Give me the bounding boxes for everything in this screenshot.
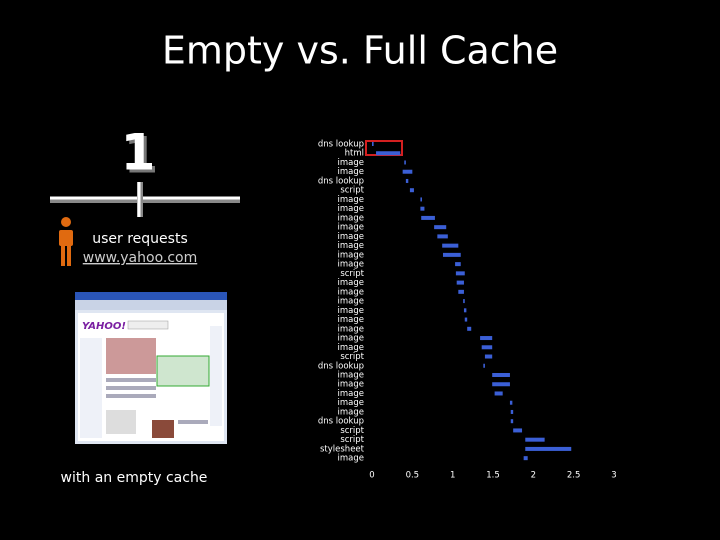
bar [434,225,447,230]
bar [409,188,414,193]
bar [484,354,493,359]
bar [442,243,459,248]
link[interactable]: www.yahoo.com [83,250,198,266]
row-label: image [338,204,364,214]
row-label: dns lookup [318,176,364,186]
caption: user requests [92,231,188,247]
step-number: 1 [121,124,156,182]
bar [494,391,503,396]
row-label: image [338,297,364,307]
bar [455,271,465,276]
bar [463,299,465,304]
step-shadow: 1 [124,127,159,185]
svg-text:YAHOO!: YAHOO! [82,321,126,332]
bar [405,178,409,183]
row-label: image [338,398,364,408]
row-label: image [338,287,364,297]
row-label: html [345,149,364,159]
bar [442,252,461,257]
row-label: script [340,269,364,279]
x-tick-label: 1 [450,471,455,481]
row-label: dns lookup [318,417,364,427]
bar [492,382,510,387]
row-label: image [338,195,364,205]
bar [492,373,510,377]
row-label: script [340,352,364,362]
footer: with an empty cache [61,470,208,486]
bar [467,326,472,331]
bar [437,234,448,239]
bar [510,409,514,414]
bar [402,169,413,174]
bar [509,400,513,405]
row-label: image [338,213,364,223]
row-label: image [338,223,364,233]
row-label: image [338,306,364,316]
bar [483,363,485,368]
x-tick-label: 2.5 [567,471,581,481]
row-label: image [338,454,364,464]
row-label: image [338,232,364,242]
bar [513,428,523,433]
x-tick-label: 3 [611,471,616,481]
bar [420,206,425,211]
person-icon [59,217,73,266]
bar [525,446,572,451]
bar [458,289,464,294]
row-label: dns lookup [318,140,364,150]
bar [421,215,435,220]
row-label: image [338,380,364,390]
row-label: script [340,426,364,436]
row-label: image [338,241,364,251]
row-label: script [340,435,364,445]
x-tick-label: 0.5 [406,471,420,481]
x-tick-label: 0 [369,471,374,481]
row-label: image [338,158,364,168]
bar [372,142,374,146]
bar [464,317,468,322]
x-tick-label: 2 [531,471,536,481]
row-label: image [338,260,364,270]
screenshot-thumbnail: YAHOO! [75,292,227,444]
bar [404,160,406,165]
bar [481,345,493,350]
row-label: image [338,389,364,399]
row-label: image [338,250,364,260]
row-label: stylesheet [320,444,365,454]
row-label: image [338,278,364,288]
row-label: image [338,371,364,381]
row-label: image [338,343,364,353]
bar [455,262,461,267]
x-tick-label: 1.5 [486,471,500,481]
row-label: image [338,315,364,325]
bar [463,308,467,313]
row-label: image [338,334,364,344]
row-label: image [338,324,364,334]
bar [523,456,528,461]
bar [420,197,423,202]
bar [456,280,464,285]
bar [480,336,493,341]
row-label: script [340,186,364,196]
bar [376,151,401,156]
slide-title: Empty vs. Full Cache [162,29,558,73]
row-label: dns lookup [318,361,364,371]
bar [525,437,545,442]
row-label: image [338,407,364,417]
row-label: image [338,167,364,177]
bar [510,419,514,424]
